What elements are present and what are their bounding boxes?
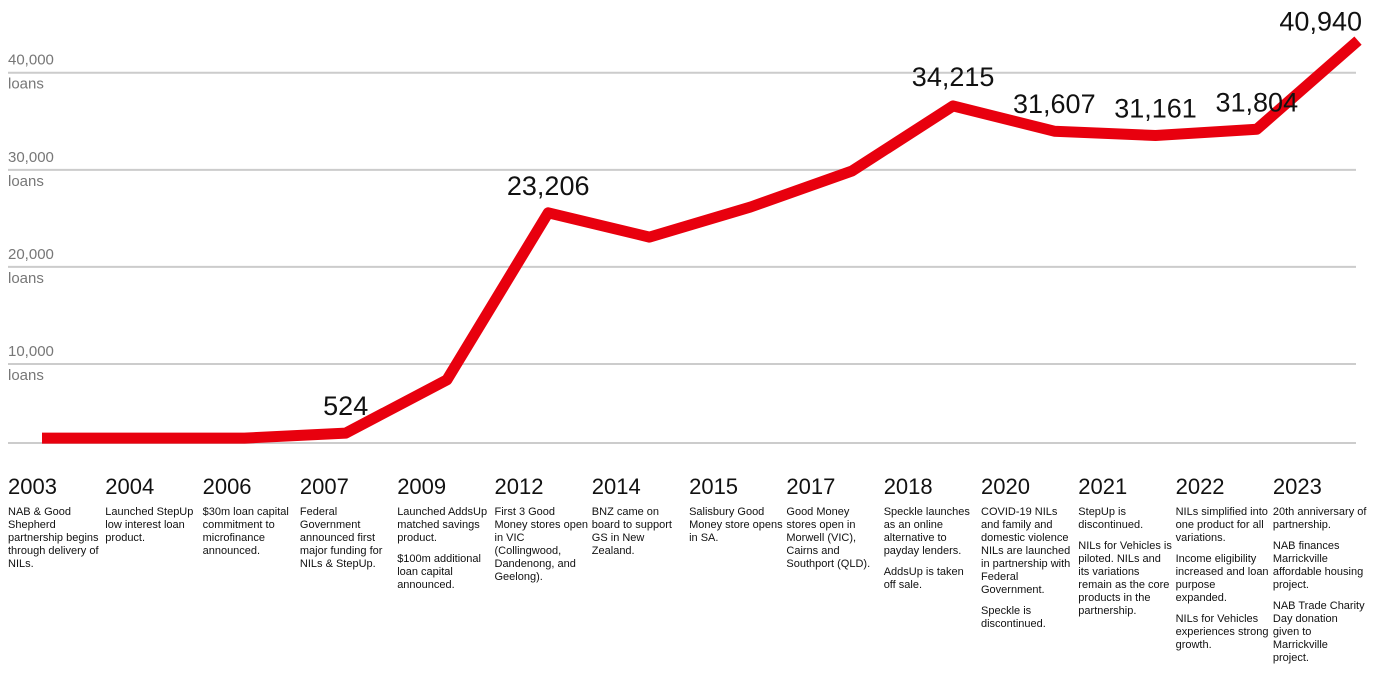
timeline-year: 2007 (299, 474, 349, 499)
timeline-note: Launched AddsUp matched savings product. (397, 506, 488, 544)
timeline-column: 2003 NAB & Good Shepherd partnership begi… (8, 474, 102, 579)
timeline-note: Launched StepUp low interest loan produc… (105, 506, 194, 544)
timeline-column: 2004 Launched StepUp low interest loan pr… (105, 474, 199, 553)
timeline-note: NAB finances Marrickville affordable hou… (1272, 540, 1364, 591)
data-label: 31,161 (1114, 94, 1197, 124)
data-labels: 524 23,206 34,215 31,607 31,161 31,804 40,940 (323, 7, 1362, 422)
timeline-year: 2006 (202, 474, 252, 499)
timeline-note: Federal Government announced first major… (299, 506, 383, 570)
timeline-note: Salisbury Good Money store opens in SA. (689, 506, 783, 544)
timeline-note: NAB & Good Shepherd partnership begins t… (8, 506, 99, 570)
timeline-column: 2017 Good Money stores open in Morwell (V… (786, 474, 880, 579)
timeline-note: AddsUp is taken off sale. (883, 566, 964, 591)
timeline-note: BNZ came on board to support GS in New Z… (591, 506, 672, 557)
data-label: 524 (323, 391, 368, 421)
data-label: 34,215 (912, 62, 995, 92)
timeline-year: 2023 (1272, 474, 1322, 499)
y-tick-unit-label: loans (8, 367, 44, 384)
timeline-year: 2020 (981, 474, 1030, 499)
loans-series-line (42, 36, 1362, 444)
timeline-column: 2018 Speckle launches as an online altern… (884, 474, 978, 600)
timeline-year: 2004 (105, 474, 155, 499)
timeline-note: Income eligibility increased and loan pu… (1175, 553, 1269, 604)
timeline-note: First 3 Good Money stores open in VIC (C… (494, 506, 589, 583)
timeline-note: NILs simplified into one product for all… (1175, 506, 1268, 544)
timeline-column: 2007 Federal Government announced first m… (300, 474, 394, 579)
data-label: 23,206 (507, 171, 590, 201)
gridlines (8, 71, 1356, 444)
timeline-note: $30m loan capital commitment to microfin… (202, 506, 289, 557)
timeline-note: Good Money stores open in Morwell (VIC),… (786, 506, 871, 570)
timeline-note: Speckle launches as an online alternativ… (883, 506, 970, 557)
series-line (42, 36, 1362, 444)
y-tick-label: 10,000 (8, 343, 54, 360)
timeline-year: 2022 (1175, 474, 1225, 499)
timeline-year: 2015 (689, 474, 739, 499)
timeline-note: $100m additional loan capital announced. (397, 553, 481, 591)
y-tick-unit-label: loans (8, 270, 44, 287)
timeline-note: NAB Trade Charity Day donation given to … (1272, 600, 1365, 664)
timeline-note: NILs for Vehicles is piloted. NILs and i… (1078, 540, 1172, 617)
timeline-column: 2014 BNZ came on board to support GS in N… (592, 474, 686, 566)
timeline-note: Speckle is discontinued. (981, 605, 1046, 630)
timeline-year: 2017 (786, 474, 836, 499)
timeline-year: 2009 (397, 474, 447, 499)
timeline-column: 2006 $30m loan capital commitment to micr… (203, 474, 297, 566)
y-tick-unit-label: loans (8, 76, 44, 93)
y-tick-label: 30,000 (8, 149, 54, 166)
timeline-column: 2023 20th anniversary of partnership. NAB … (1273, 474, 1367, 673)
timeline-column: 2020 COVID-19 NILs and family and domesti… (981, 474, 1075, 639)
timeline-note: StepUp is discontinued. (1078, 506, 1144, 531)
timeline-note: NILs for Vehicles experiences strong gro… (1175, 613, 1269, 651)
y-axis-tick-labels: 40,000 loans 30,000 loans 20,000 loans 10,000 l… (8, 52, 54, 384)
timeline-column: 2021 StepUp is discontinued. NILs for Vehi… (1078, 474, 1172, 626)
timeline-year: 2012 (494, 474, 544, 499)
timeline-column: 2009 Launched AddsUp matched savings prod… (397, 474, 491, 600)
data-label: 31,607 (1013, 89, 1096, 119)
timeline-year: 2003 (8, 474, 57, 499)
loans-line-chart: 40,000 loans 30,000 loans 20,000 loans 10,000 l… (8, 7, 1362, 444)
timeline-note: 20th anniversary of partnership. (1272, 506, 1367, 531)
timeline-year: 2018 (883, 474, 933, 499)
data-label: 31,804 (1216, 87, 1299, 117)
y-tick-label: 20,000 (8, 246, 54, 263)
y-tick-label: 40,000 (8, 52, 54, 69)
data-label: 40,940 (1279, 7, 1362, 37)
timeline-year: 2014 (591, 474, 641, 499)
timeline-column: 2022 NILs simplified into one product for… (1176, 474, 1270, 660)
timeline-year: 2021 (1078, 474, 1128, 499)
timeline-note: COVID-19 NILs and family and domestic vi… (981, 506, 1071, 596)
y-tick-unit-label: loans (8, 173, 44, 190)
timeline-column: 2015 Salisbury Good Money store opens in … (689, 474, 783, 553)
timeline-column: 2012 First 3 Good Money stores open in VI… (495, 474, 589, 592)
